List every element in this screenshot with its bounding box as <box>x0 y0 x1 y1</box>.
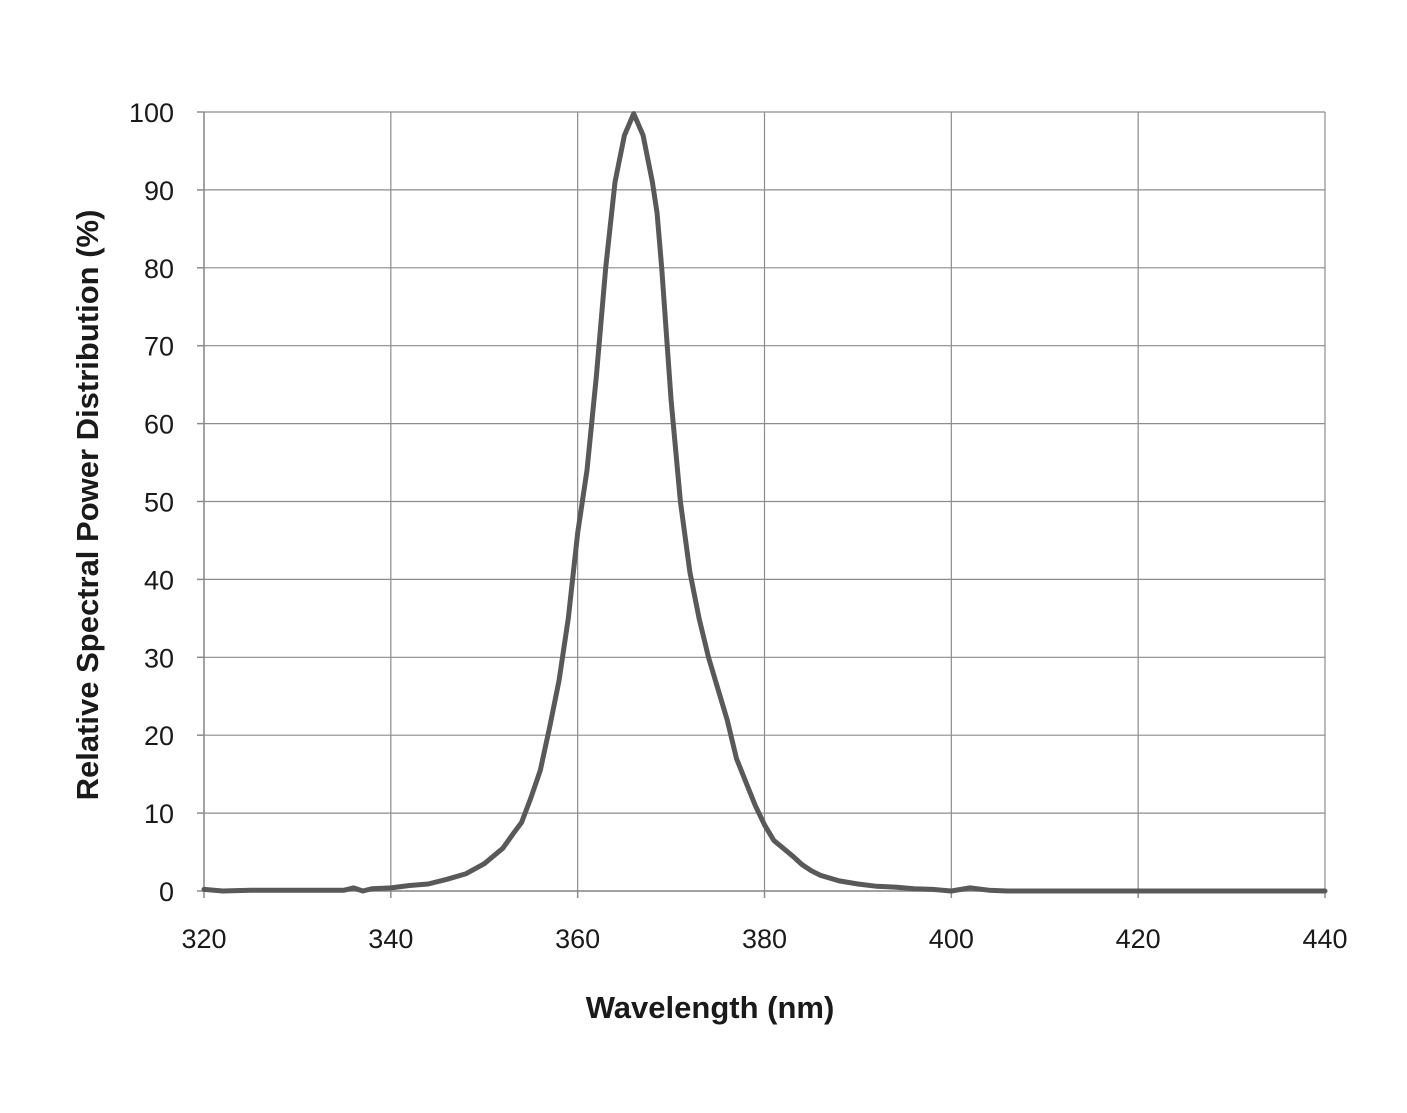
x-tick-label: 400 <box>929 924 974 954</box>
x-tick-labels: 320 340 360 380 400 420 440 <box>181 924 1347 954</box>
y-tick-label: 100 <box>129 98 174 128</box>
x-tick-label: 360 <box>555 924 600 954</box>
y-tick-label: 0 <box>159 877 174 907</box>
y-tick-label: 10 <box>144 799 174 829</box>
y-tick-label: 30 <box>144 643 174 673</box>
x-tick-label: 340 <box>368 924 413 954</box>
y-tick-label: 80 <box>144 254 174 284</box>
y-tick-label: 20 <box>144 721 174 751</box>
x-tick-label: 380 <box>742 924 787 954</box>
y-tick-label: 70 <box>144 332 174 362</box>
series-layer <box>201 111 1328 894</box>
series-line <box>201 111 1328 894</box>
y-tick-label: 50 <box>144 488 174 518</box>
grid <box>203 111 1326 892</box>
x-axis-title: Wavelength (nm) <box>586 990 835 1025</box>
x-tick-label: 320 <box>181 924 226 954</box>
y-tick-label: 60 <box>144 410 174 440</box>
axes <box>197 111 1326 898</box>
y-tick-label: 90 <box>144 176 174 206</box>
y-axis-title: Relative Spectral Power Distribution (%) <box>70 210 105 801</box>
y-tick-label: 40 <box>144 565 174 595</box>
x-tick-label: 420 <box>1116 924 1161 954</box>
y-tick-labels: 0 10 20 30 40 50 60 70 80 90 100 <box>129 98 174 907</box>
x-tick-label: 440 <box>1302 924 1347 954</box>
